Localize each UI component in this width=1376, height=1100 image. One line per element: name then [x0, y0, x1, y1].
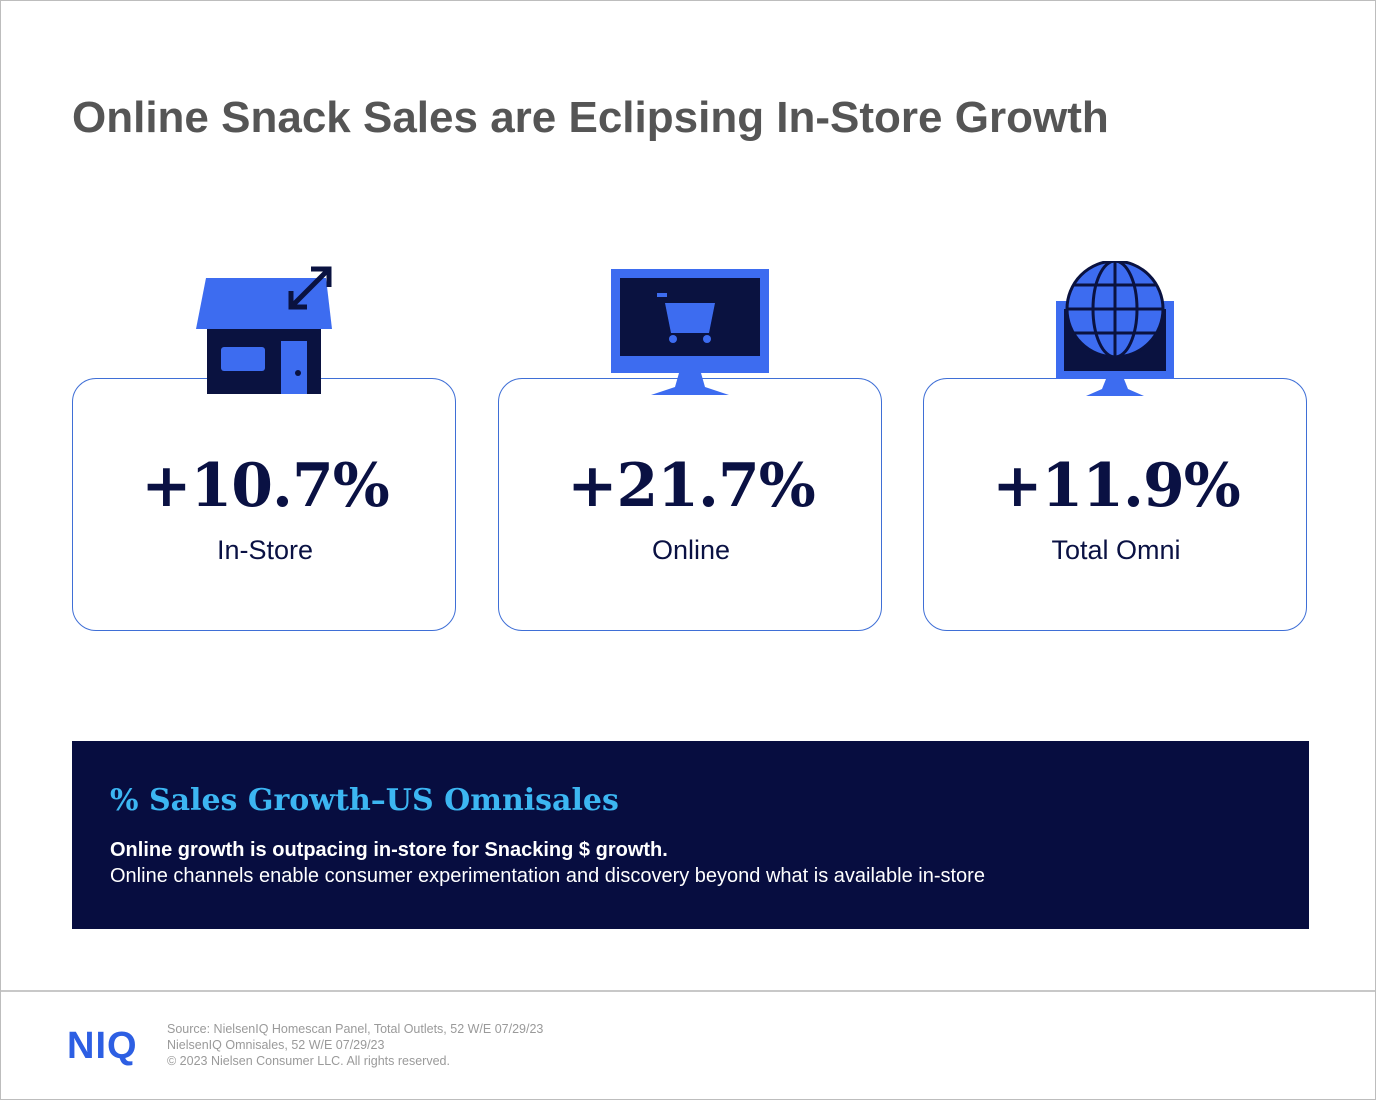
source-line: Source: NielsenIQ Homescan Panel, Total … — [167, 1022, 544, 1036]
slide-title: Online Snack Sales are Eclipsing In-Stor… — [72, 93, 1109, 142]
footer-divider — [1, 990, 1375, 992]
stat-label: In-Store — [216, 535, 314, 565]
globe-icon — [1056, 261, 1174, 396]
logo: NIQ — [67, 1025, 138, 1067]
stat-value: +21.7% — [567, 451, 815, 521]
source-line: NielsenIQ Omnisales, 52 W/E 07/29/23 — [167, 1038, 385, 1052]
stat-label: Total Omni — [1051, 535, 1181, 565]
online-store-icon — [611, 269, 769, 395]
stat-value: +11.9% — [992, 451, 1240, 521]
summary-panel — [72, 741, 1309, 929]
source-line: © 2023 Nielsen Consumer LLC. All rights … — [167, 1054, 450, 1068]
panel-title: % Sales Growth–US Omnisales — [110, 783, 619, 818]
panel-headline: Online growth is outpacing in-store for … — [110, 839, 668, 861]
panel-text: Online channels enable consumer experime… — [110, 865, 985, 887]
stat-label: Online — [651, 535, 731, 565]
store-icon — [196, 266, 332, 394]
stat-value: +10.7% — [141, 451, 389, 521]
